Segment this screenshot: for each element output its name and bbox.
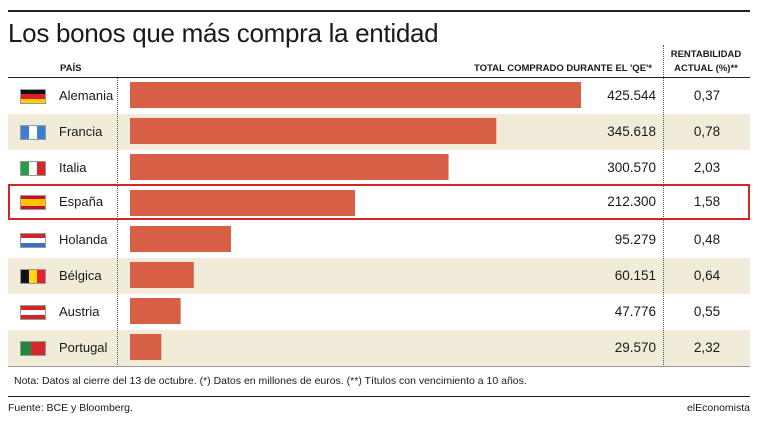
table-row-alemania: Alemania 425.544 0,37 <box>8 78 750 114</box>
rentabilidad-value: 0,48 <box>693 232 721 247</box>
column-divider-right <box>663 45 664 365</box>
rentabilidad-value: 1,58 <box>693 194 721 209</box>
header-total: TOTAL COMPRADO DURANTE EL 'QE'* <box>474 63 652 74</box>
column-divider-left <box>117 78 118 365</box>
header-rule <box>8 77 750 78</box>
portugal-flag-icon <box>20 341 46 356</box>
country-name: Austria <box>59 304 100 319</box>
country-name: España <box>59 194 104 209</box>
bar-francia <box>130 118 497 144</box>
netherlands-flag-icon <box>20 233 46 248</box>
country-name: Bélgica <box>59 268 102 283</box>
top-rule <box>8 10 750 12</box>
table-row-espana: España 212.300 1,58 <box>8 184 750 220</box>
footnote: Nota: Datos al cierre del 13 de octubre.… <box>14 375 527 387</box>
footer-rule <box>8 396 750 397</box>
bar-bélgica <box>130 262 194 288</box>
germany-flag-icon <box>20 89 46 104</box>
table-bottom-rule <box>8 366 750 367</box>
table-row-italia: Italia 300.570 2,03 <box>8 150 750 186</box>
country-name: Francia <box>59 124 103 139</box>
bar-italia <box>130 154 449 180</box>
bar-value-label: 95.279 <box>614 232 656 247</box>
source-text: Fuente: BCE y Bloomberg. <box>8 402 133 414</box>
bar-alemania <box>130 82 581 108</box>
country-name: Italia <box>59 160 87 175</box>
italy-flag-icon <box>20 161 46 176</box>
country-name: Alemania <box>59 88 114 103</box>
rentabilidad-value: 0,64 <box>693 268 721 283</box>
bar-value-label: 300.570 <box>607 160 656 175</box>
brand-label: elEconomista <box>686 402 750 414</box>
table-row-austria: Austria 47.776 0,55 <box>8 294 750 330</box>
france-flag-icon <box>20 125 46 140</box>
chart-title: Los bonos que más compra la entidad <box>8 18 439 48</box>
bar-value-label: 425.544 <box>607 88 656 103</box>
rentabilidad-value: 2,03 <box>693 160 721 175</box>
country-name: Holanda <box>59 232 108 247</box>
belgium-flag-icon <box>20 269 46 284</box>
bar-austria <box>130 298 181 324</box>
bar-value-label: 345.618 <box>607 124 656 139</box>
table-row-holanda: Holanda 95.279 0,48 <box>8 222 750 258</box>
bar-portugal <box>130 334 162 360</box>
spain-flag-icon <box>20 195 46 210</box>
rentabilidad-value: 0,55 <box>693 304 721 319</box>
bar-value-label: 47.776 <box>614 304 656 319</box>
rentabilidad-value: 0,78 <box>693 124 721 139</box>
austria-flag-icon <box>20 305 46 320</box>
header-rent-line2: ACTUAL (%)** <box>674 63 738 74</box>
bar-holanda <box>130 226 231 252</box>
rentabilidad-value: 0,37 <box>693 88 721 103</box>
header-rentabilidad: RENTABILIDAD ACTUAL (%)** <box>664 48 748 76</box>
bar-value-label: 29.570 <box>614 340 656 355</box>
header-rent-line1: RENTABILIDAD <box>670 49 742 60</box>
rentabilidad-value: 2,32 <box>693 340 721 355</box>
bar-value-label: 60.151 <box>614 268 656 283</box>
bar-value-label: 212.300 <box>607 194 656 209</box>
country-name: Portugal <box>59 340 108 355</box>
bar-españa <box>130 190 355 216</box>
header-country: PAÍS <box>60 63 82 74</box>
